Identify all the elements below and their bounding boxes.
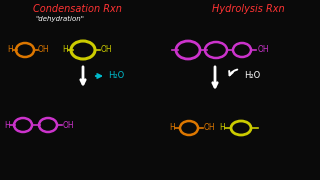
- Text: H: H: [219, 123, 225, 132]
- Text: H: H: [62, 46, 68, 55]
- Text: OH: OH: [62, 120, 74, 129]
- Text: H: H: [4, 120, 10, 129]
- Text: H₂O: H₂O: [108, 71, 124, 80]
- Text: Hydrolysis Rxn: Hydrolysis Rxn: [212, 4, 284, 14]
- Text: H₂O: H₂O: [244, 71, 260, 80]
- Text: "dehydration": "dehydration": [36, 16, 84, 22]
- Text: H: H: [7, 46, 13, 55]
- Text: H: H: [169, 123, 175, 132]
- Text: OH: OH: [100, 46, 112, 55]
- Text: OH: OH: [203, 123, 215, 132]
- Text: OH: OH: [37, 46, 49, 55]
- Text: Condensation Rxn: Condensation Rxn: [33, 4, 121, 14]
- Text: OH: OH: [257, 46, 269, 55]
